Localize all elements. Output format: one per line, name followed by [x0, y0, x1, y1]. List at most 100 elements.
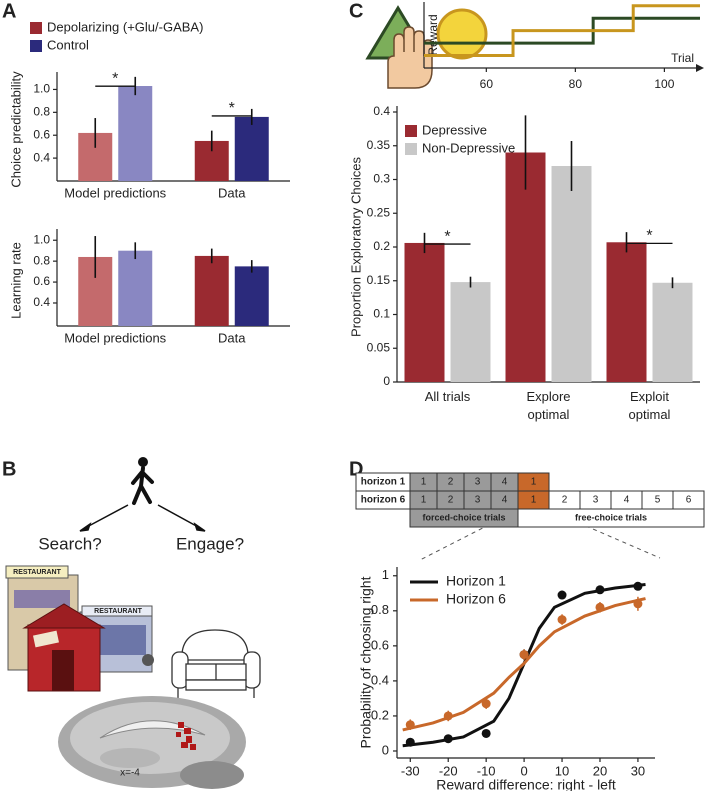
x-tick-label-line: Explore [526, 389, 570, 404]
x-tick-label: Exploit optimal [629, 389, 671, 422]
sign-text: RESTAURANT [13, 569, 61, 576]
point [595, 602, 605, 612]
cell-label: 1 [531, 477, 537, 488]
significance-star: * [229, 100, 235, 117]
y-axis-label: Probability of choosing right [358, 576, 374, 748]
y-tick-label: 0 [382, 742, 389, 757]
cell-label: 1 [421, 495, 427, 506]
fit-line [402, 597, 646, 732]
cell-label: 1 [531, 495, 537, 506]
x-tick-label: 30 [631, 763, 645, 778]
cell-label: 3 [475, 495, 481, 506]
cell-label: 1 [421, 477, 427, 488]
point [405, 737, 415, 747]
x-tick-label-line: optimal [528, 407, 570, 422]
walker-icon [131, 457, 154, 505]
y-tick-label: 0.8 [33, 105, 50, 119]
bar [118, 250, 153, 326]
panel-letter: A [2, 0, 16, 22]
y-tick-label: 0.25 [367, 205, 391, 219]
row-label: horizon 6 [361, 495, 406, 506]
x-tick-label: 0 [520, 763, 527, 778]
cell-label: 4 [502, 495, 508, 506]
x-tick-label: 100 [654, 77, 674, 91]
y-tick-label: 1.0 [33, 82, 50, 96]
legend-swatch [405, 143, 417, 155]
cell-label: 4 [624, 495, 630, 506]
group-label: forced-choice trials [422, 512, 505, 522]
y-axis-label: Choice predictability [8, 71, 23, 188]
point [557, 590, 567, 600]
y-tick-label: 0.2 [371, 707, 389, 722]
legend-label: Depressive [422, 122, 487, 137]
question: Engage? [176, 534, 244, 553]
x-tick-label: Model predictions [64, 330, 166, 345]
group-label: free-choice trials [575, 512, 647, 522]
legend-swatch [30, 22, 42, 34]
x-tick-label: Explore optimal [526, 389, 570, 422]
cell-label: 3 [475, 477, 481, 488]
x-tick-label: Data [218, 185, 246, 200]
step-line [424, 4, 700, 58]
y-tick-label: 1 [382, 567, 389, 582]
sign-text: RESTAURANT [94, 608, 142, 615]
cell-label: 2 [448, 495, 454, 506]
x-tick-label: 20 [593, 763, 607, 778]
point [519, 650, 529, 660]
legend-swatch [30, 40, 42, 52]
bar [234, 266, 269, 326]
point [405, 720, 415, 730]
brain-slice [58, 696, 246, 789]
x-tick-label-line: Exploit [630, 389, 669, 404]
x-axis-label: Reward difference: right - left [436, 777, 616, 791]
x-tick-label: Data [218, 330, 246, 345]
legend-label: Depolarizing (+Glu/-GABA) [47, 19, 203, 34]
bar [118, 86, 153, 181]
y-tick-label: 0.4 [373, 104, 390, 118]
slice-label: x=-4 [120, 768, 140, 779]
point [443, 734, 453, 744]
x-tick-label: 10 [555, 763, 569, 778]
y-tick-label: 0.4 [33, 295, 50, 309]
row-label: horizon 1 [361, 477, 406, 488]
significance-star: * [646, 228, 652, 245]
y-tick-label: 0.1 [373, 307, 390, 321]
cell-label: 5 [655, 495, 661, 506]
bar [606, 242, 647, 382]
couch-illustration [171, 629, 261, 698]
cell-label: 3 [593, 495, 599, 506]
x-tick-label: 60 [480, 77, 494, 91]
x-axis-label: Trial [671, 51, 694, 65]
significance-star: * [444, 228, 450, 245]
y-tick-label: 0.6 [33, 127, 50, 141]
x-tick-label-line: All trials [425, 389, 471, 404]
bar [450, 282, 491, 382]
bar [505, 152, 546, 382]
y-tick-label: 0.3 [373, 172, 390, 186]
panel-letter: B [2, 458, 16, 480]
significance-star: * [112, 70, 118, 87]
legend-label: Horizon 6 [446, 591, 506, 607]
bar [194, 255, 229, 326]
panel-letter: C [349, 0, 363, 22]
y-tick-label: 0.15 [367, 273, 391, 287]
table-cell [517, 508, 705, 528]
legend-label: Control [47, 37, 89, 52]
point [443, 711, 453, 721]
x-tick-label-line: optimal [629, 407, 671, 422]
cell-label: 4 [502, 477, 508, 488]
x-tick-label: -10 [477, 763, 496, 778]
cell-label: 6 [686, 495, 692, 506]
y-axis-label: Learning rate [8, 242, 23, 319]
axis-arrow [696, 64, 704, 72]
y-axis-label: Proportion Exploratory Choices [348, 157, 363, 337]
y-tick-label: 0 [383, 374, 390, 388]
y-tick-label: 0.2 [373, 239, 390, 253]
choice-arrows [79, 504, 206, 532]
x-tick-label: -20 [439, 763, 458, 778]
bar [404, 242, 445, 382]
y-tick-label: 0.8 [371, 602, 389, 617]
y-tick-label: 0.6 [33, 274, 50, 288]
y-tick-label: 1.0 [33, 232, 50, 246]
y-tick-label: 0.6 [371, 637, 389, 652]
